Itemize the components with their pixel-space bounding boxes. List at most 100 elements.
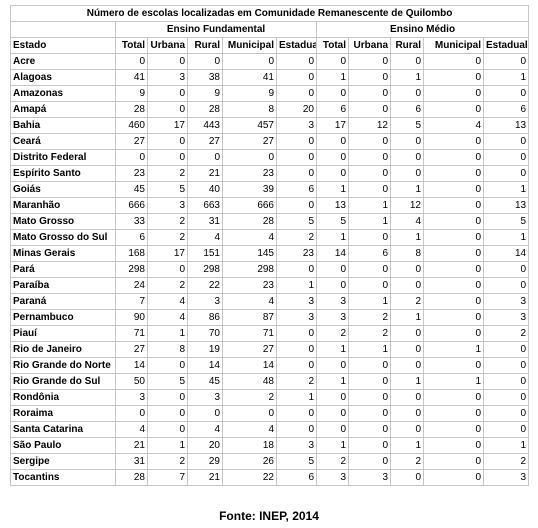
value-cell: 4 [222, 421, 277, 438]
value-cell: 9 [115, 85, 148, 102]
value-cell: 1 [348, 197, 391, 214]
value-cell: 6 [115, 229, 148, 246]
value-cell: 0 [276, 405, 317, 422]
value-cell: 298 [115, 261, 148, 278]
value-cell: 1 [316, 437, 349, 454]
value-cell: 4 [147, 309, 188, 326]
source-footer: Fonte: INEP, 2014 [219, 509, 319, 523]
value-cell: 1 [276, 277, 317, 294]
value-cell: 0 [276, 421, 317, 438]
value-cell: 0 [147, 357, 188, 374]
value-cell: 14 [115, 357, 148, 374]
column-header-estado: Estado [10, 37, 116, 54]
state-name-cell: Santa Catarina [10, 421, 116, 438]
value-cell: 22 [187, 277, 223, 294]
value-cell: 0 [423, 309, 484, 326]
value-cell: 457 [222, 117, 277, 134]
value-cell: 0 [147, 405, 188, 422]
state-name-cell: Rio Grande do Sul [10, 373, 116, 390]
value-cell: 2 [482, 453, 530, 470]
quilombo-schools-table: Número de escolas localizadas em Comunid… [9, 5, 530, 486]
value-cell: 0 [423, 101, 484, 118]
value-cell: 1 [390, 229, 424, 246]
table-row: Maranhão 666 3 663 666 0 13 1 12 0 13 [10, 197, 530, 214]
value-cell: 3 [187, 293, 223, 310]
state-name-cell: Bahia [10, 117, 116, 134]
value-cell: 7 [147, 469, 188, 486]
state-name-cell: Goiás [10, 181, 116, 198]
value-cell: 0 [423, 245, 484, 262]
value-cell: 4 [390, 213, 424, 230]
value-cell: 0 [276, 341, 317, 358]
value-cell: 71 [222, 325, 277, 342]
value-cell: 28 [115, 469, 148, 486]
value-cell: 0 [316, 85, 349, 102]
value-cell: 0 [482, 421, 530, 438]
value-cell: 0 [147, 389, 188, 406]
table-row: Santa Catarina 4 0 4 4 0 0 0 0 0 0 [10, 421, 530, 438]
value-cell: 1 [390, 437, 424, 454]
value-cell: 0 [187, 149, 223, 166]
value-cell: 8 [147, 341, 188, 358]
value-cell: 87 [222, 309, 277, 326]
state-name-cell: Minas Gerais [10, 245, 116, 262]
value-cell: 41 [115, 69, 148, 86]
value-cell: 0 [390, 165, 424, 182]
value-cell: 27 [222, 341, 277, 358]
value-cell: 0 [276, 53, 317, 70]
value-cell: 666 [222, 197, 277, 214]
column-header-fund-municipal: Municipal [222, 37, 277, 54]
table-row: Piauí 71 1 70 71 0 2 2 0 0 2 [10, 325, 530, 342]
value-cell: 3 [482, 293, 530, 310]
value-cell: 12 [348, 117, 391, 134]
value-cell: 4 [147, 293, 188, 310]
column-header-medio-estadual: Estadual [482, 37, 530, 54]
value-cell: 0 [423, 181, 484, 198]
value-cell: 1 [316, 69, 349, 86]
value-cell: 28 [222, 213, 277, 230]
value-cell: 23 [222, 165, 277, 182]
value-cell: 6 [482, 101, 530, 118]
value-cell: 0 [276, 149, 317, 166]
value-cell: 18 [222, 437, 277, 454]
value-cell: 0 [482, 405, 530, 422]
value-cell: 0 [316, 389, 349, 406]
column-header-medio-urbana: Urbana [348, 37, 391, 54]
table-row: Amapá 28 0 28 8 20 6 0 6 0 6 [10, 101, 530, 118]
value-cell: 5 [390, 117, 424, 134]
value-cell: 0 [482, 149, 530, 166]
value-cell: 1 [276, 389, 317, 406]
value-cell: 3 [187, 389, 223, 406]
value-cell: 4 [222, 229, 277, 246]
value-cell: 0 [423, 357, 484, 374]
value-cell: 0 [423, 405, 484, 422]
state-name-cell: Distrito Federal [10, 149, 116, 166]
value-cell: 4 [115, 421, 148, 438]
value-cell: 0 [348, 421, 391, 438]
value-cell: 0 [390, 357, 424, 374]
value-cell: 13 [316, 197, 349, 214]
value-cell: 22 [222, 469, 277, 486]
value-cell: 0 [423, 437, 484, 454]
value-cell: 8 [390, 245, 424, 262]
value-cell: 0 [276, 261, 317, 278]
value-cell: 168 [115, 245, 148, 262]
table-row: Bahia 460 17 443 457 3 17 12 5 4 13 [10, 117, 530, 134]
value-cell: 0 [147, 261, 188, 278]
table-row: Amazonas 9 0 9 9 0 0 0 0 0 0 [10, 85, 530, 102]
state-name-cell: Piauí [10, 325, 116, 342]
value-cell: 0 [423, 149, 484, 166]
value-cell: 2 [276, 229, 317, 246]
value-cell: 21 [187, 165, 223, 182]
value-cell: 2 [348, 309, 391, 326]
value-cell: 0 [147, 53, 188, 70]
value-cell: 27 [115, 133, 148, 150]
value-cell: 1 [147, 437, 188, 454]
column-header-row: Estado Total Urbana Rural Municipal Esta… [10, 37, 530, 54]
value-cell: 5 [482, 213, 530, 230]
value-cell: 0 [482, 53, 530, 70]
value-cell: 0 [482, 341, 530, 358]
value-cell: 0 [390, 85, 424, 102]
value-cell: 14 [316, 245, 349, 262]
value-cell: 0 [423, 85, 484, 102]
